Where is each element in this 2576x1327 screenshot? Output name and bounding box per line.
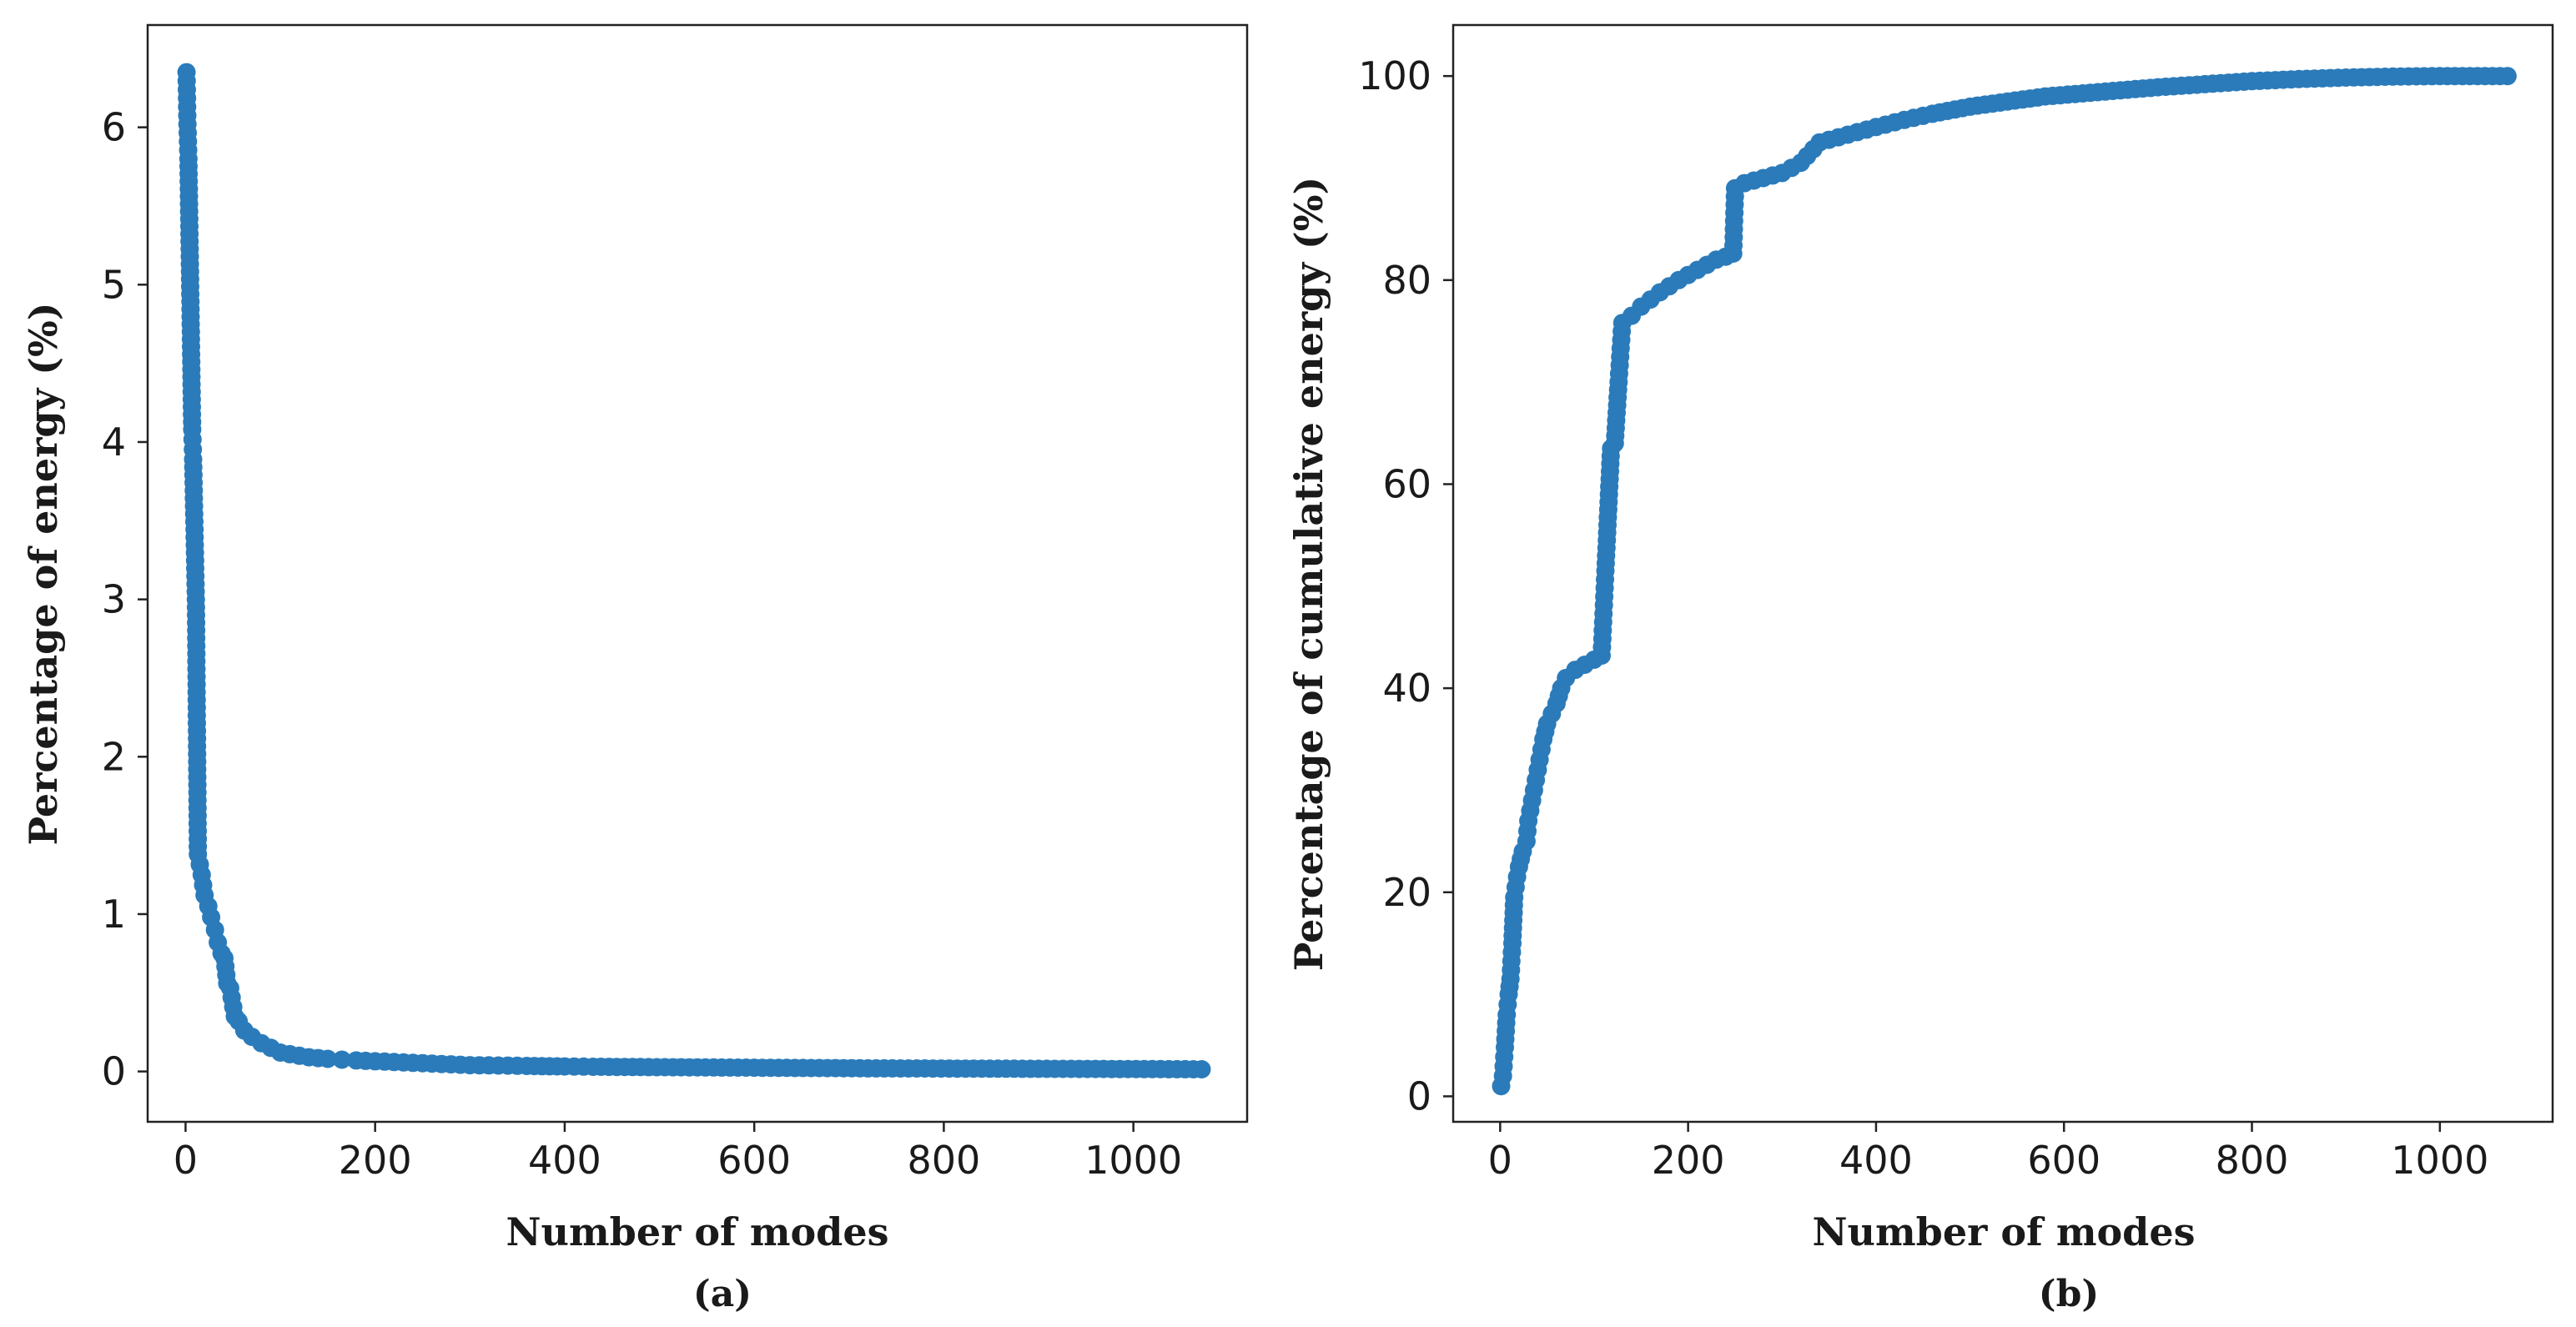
x-tick-label-a: 800 — [908, 1138, 981, 1183]
axis-ticks-b: 0 200 400 600 800 1000 0 20 40 60 80 100 — [1358, 53, 2488, 1183]
x-tick-label-a: 600 — [717, 1138, 791, 1183]
panel-label-b: (b) — [2039, 1273, 2099, 1315]
x-tick-label-b: 400 — [1839, 1138, 1913, 1183]
y-axis-title-a: Percentage of energy (%) — [21, 303, 66, 846]
x-tick-label-b: 0 — [1488, 1138, 1512, 1183]
y-tick-label-a: 6 — [102, 105, 126, 150]
y-tick-label-a: 3 — [102, 577, 126, 622]
y-tick-label-a: 1 — [102, 892, 126, 937]
series-line-a — [184, 72, 1202, 1071]
y-tick-label-a: 0 — [102, 1049, 126, 1094]
data-point-b — [2498, 67, 2517, 86]
y-tick-label-b: 40 — [1382, 666, 1431, 711]
plot-area-a — [177, 63, 1211, 1078]
y-tick-label-a: 2 — [102, 734, 126, 779]
x-tick-label-b: 800 — [2216, 1138, 2289, 1183]
x-tick-label-a: 0 — [174, 1138, 198, 1183]
x-tick-label-b: 200 — [1652, 1138, 1725, 1183]
y-tick-label-b: 100 — [1358, 53, 1431, 98]
data-point-a — [318, 1049, 337, 1068]
y-tick-label-a: 4 — [102, 420, 126, 465]
axis-ticks-a: 0 200 400 600 800 1000 0 1 2 3 4 5 6 — [102, 105, 1182, 1183]
x-tick-label-a: 1000 — [1084, 1138, 1182, 1183]
data-point-a — [1192, 1060, 1211, 1078]
chart-panel-b: 0 200 400 600 800 1000 0 20 40 60 80 100 Number of … — [1286, 23, 2554, 1315]
x-tick-label-b: 1000 — [2391, 1138, 2488, 1183]
y-tick-label-b: 20 — [1382, 870, 1431, 915]
x-tick-label-a: 200 — [339, 1138, 412, 1183]
y-tick-label-b: 80 — [1382, 258, 1431, 303]
y-axis-title-b: Percentage of cumulative energy (%) — [1286, 177, 1331, 972]
x-tick-label-b: 600 — [2027, 1138, 2101, 1183]
plot-frame-b — [1452, 23, 2554, 1123]
y-tick-label-b: 0 — [1407, 1073, 1431, 1118]
plot-frame-a — [146, 23, 1249, 1123]
series-line-b — [1499, 74, 2508, 1087]
plot-area-b — [1492, 67, 2517, 1096]
x-axis-title-a: Number of modes — [506, 1209, 888, 1254]
y-tick-label-a: 5 — [102, 262, 126, 307]
panel-label-a: (a) — [693, 1273, 752, 1315]
chart-panel-a: 0 200 400 600 800 1000 0 1 2 3 4 5 6 Number of modes… — [21, 23, 1249, 1315]
x-axis-title-b: Number of modes — [1812, 1209, 2195, 1254]
data-point-a — [332, 1050, 351, 1069]
x-tick-label-a: 400 — [528, 1138, 601, 1183]
y-tick-label-b: 60 — [1382, 461, 1431, 506]
